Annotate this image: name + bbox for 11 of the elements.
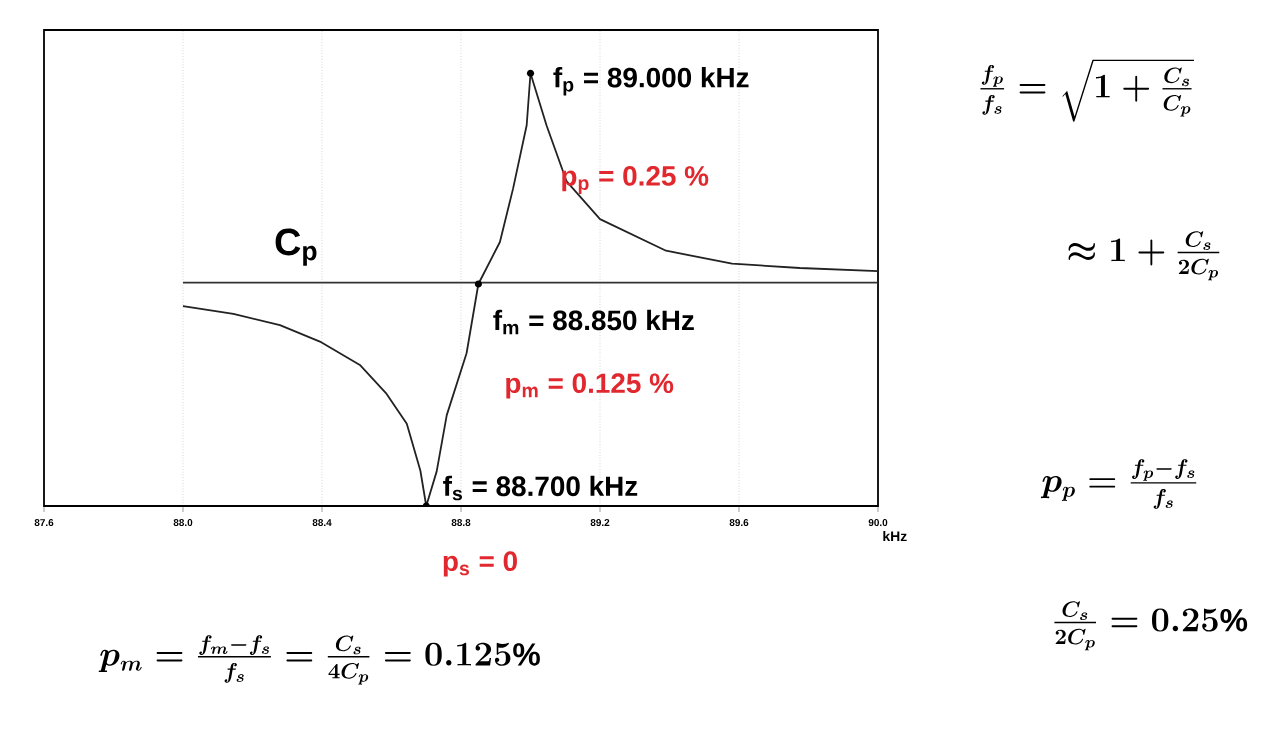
- text: $p_m = \frac{f_m - f_s}{f_s} = \frac{C_s}{4C_p} = 0.125\%$: [98, 635, 540, 685]
- annotation: f$_{m}$ = 88.850 kHz: [493, 309, 694, 335]
- text: $\frac{f_p}{f_s} = \sqrt{1+\frac{C_s}{C_p}}$: [980, 59, 1194, 122]
- annotation: f$_{s}$ = 88.700 kHz: [443, 475, 638, 501]
- series-label: C$_{p}$: [275, 228, 317, 266]
- text: $\approx 1 + \frac{C_s}{2C_p}$: [1068, 231, 1220, 281]
- text: $\frac{C_s}{2C_p} = 0.25\%$: [1054, 601, 1248, 651]
- annotation: f$_{p}$ = 89.000 kHz: [553, 66, 749, 96]
- text: $p_p = \frac{f_p - f_s}{f_s}$: [1040, 459, 1197, 509]
- annotation: p$_{m}$ = 0.125 %: [506, 373, 674, 399]
- text: p$_{s}$ = 0: [443, 551, 517, 577]
